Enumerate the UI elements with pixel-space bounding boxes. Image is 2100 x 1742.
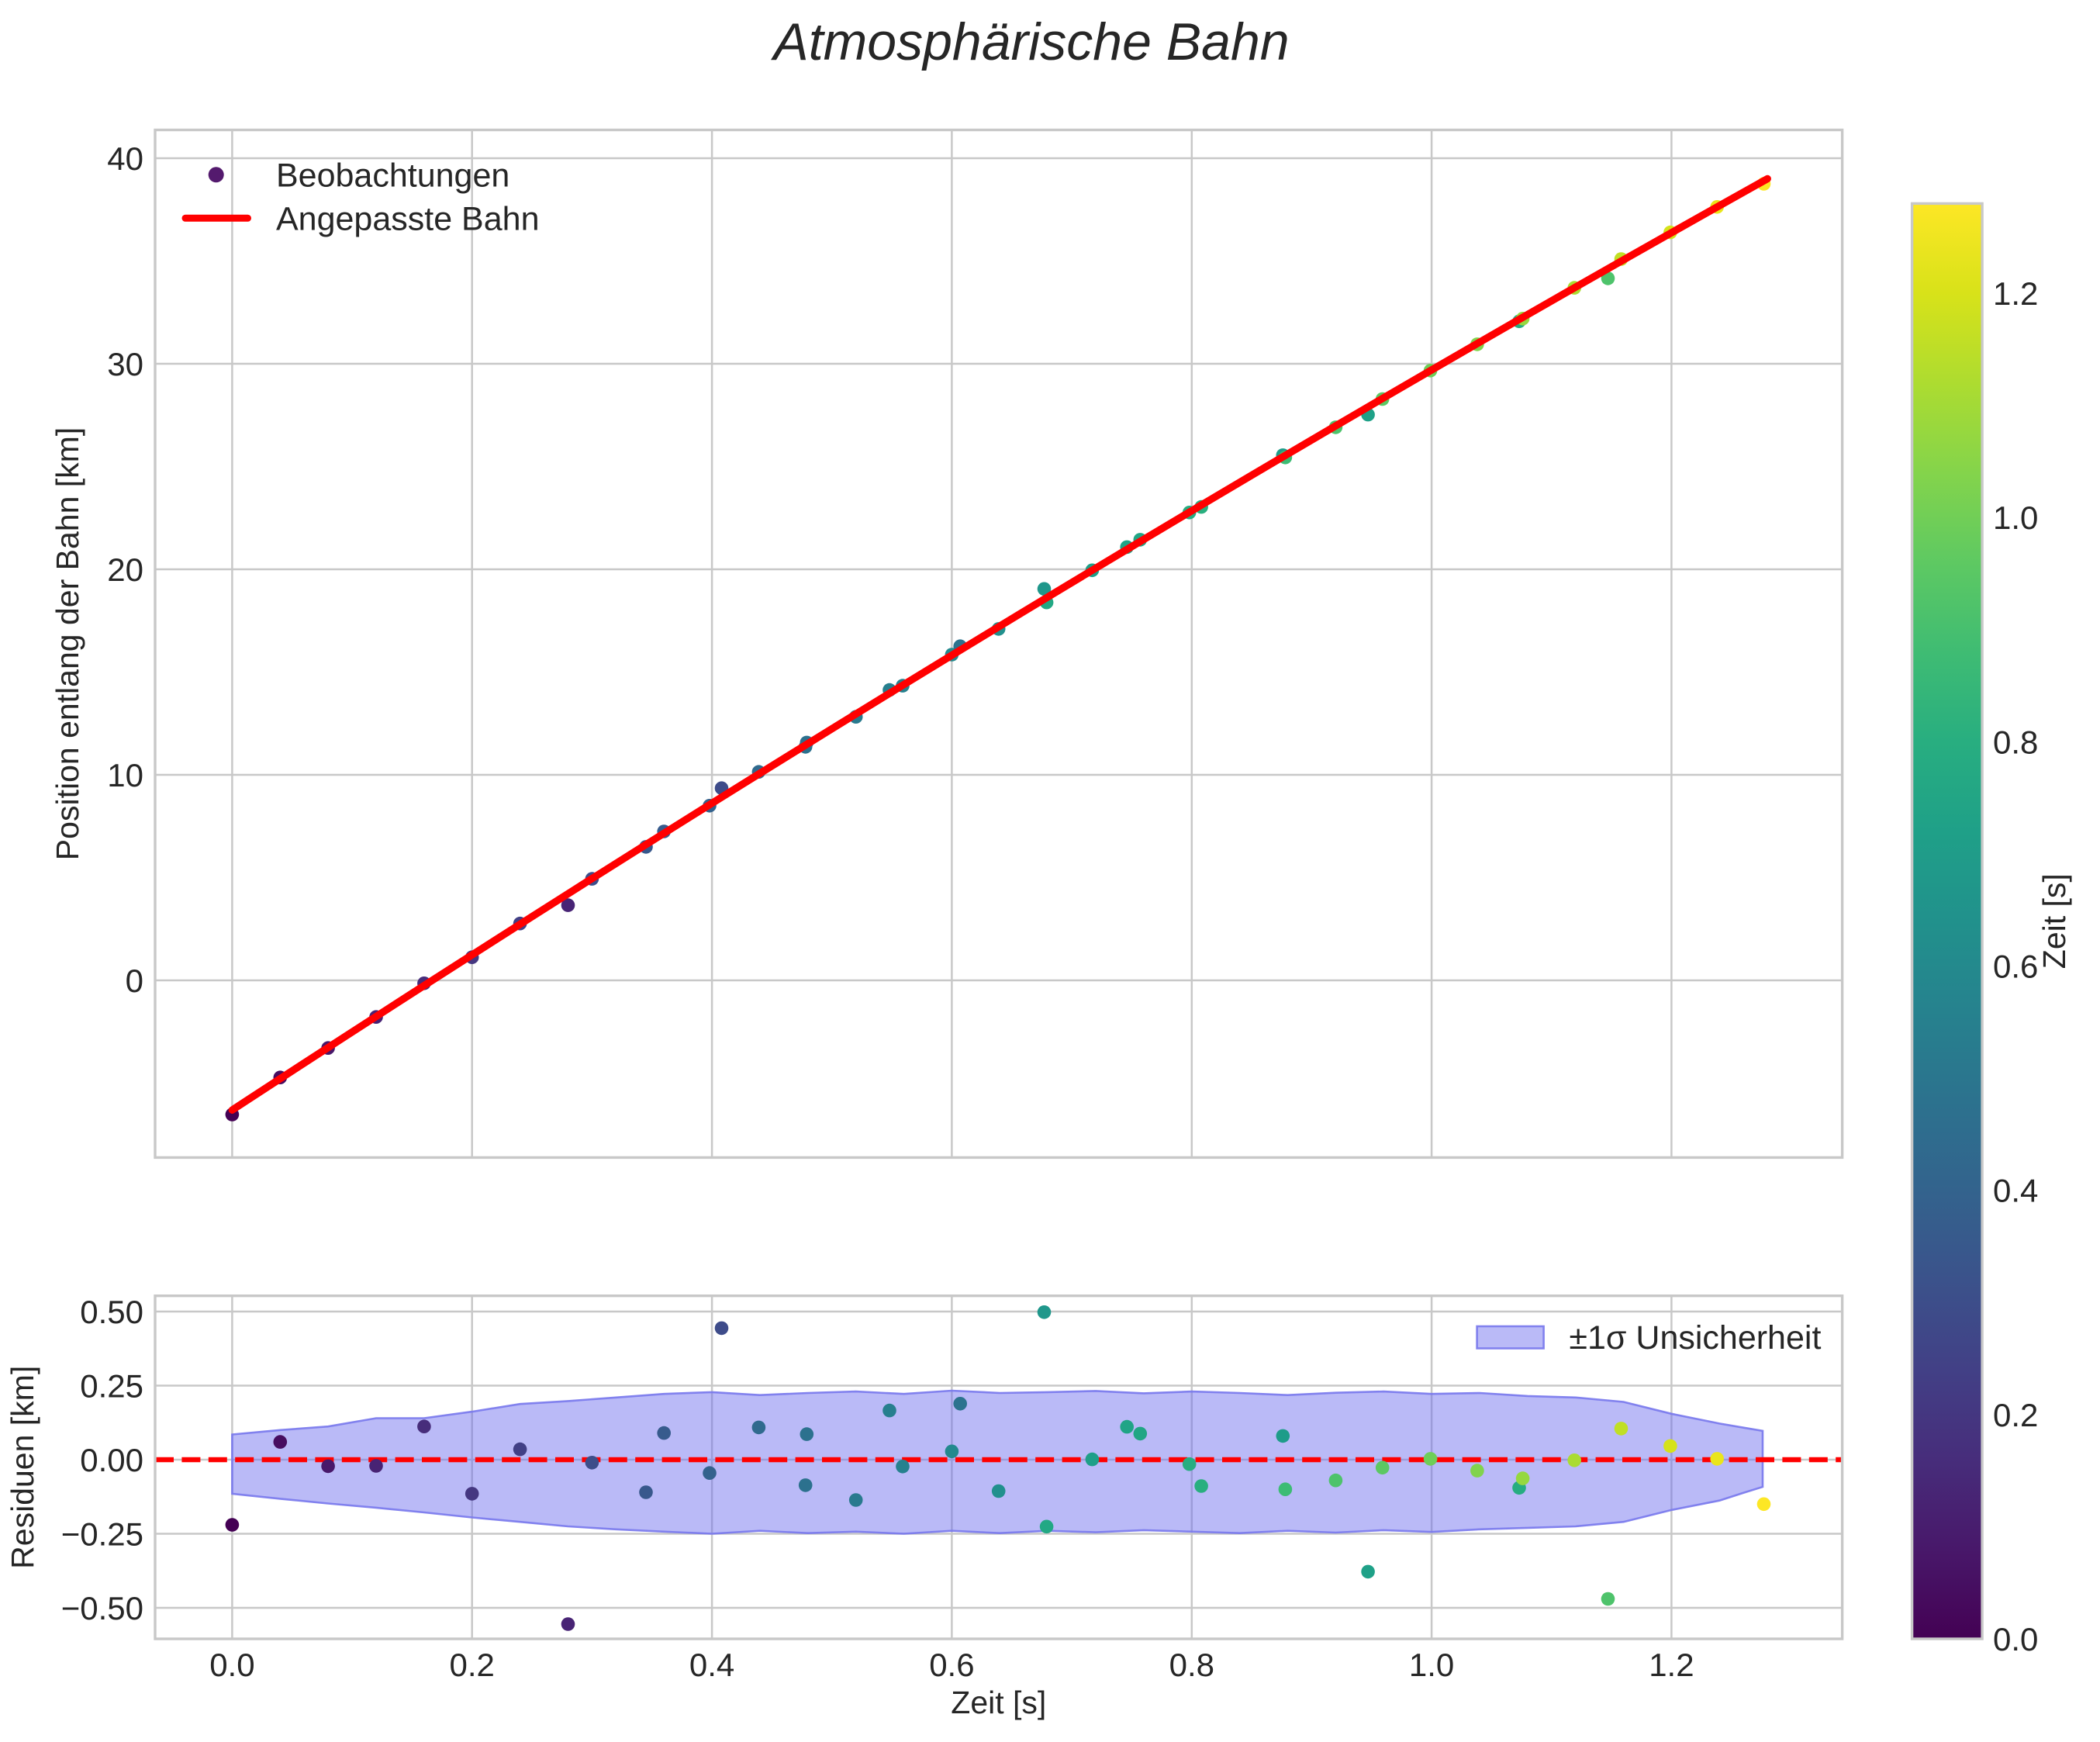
svg-text:Atmosphärische Bahn: Atmosphärische Bahn: [770, 12, 1289, 71]
svg-text:0.6: 0.6: [929, 1647, 974, 1683]
svg-text:0.2: 0.2: [1993, 1397, 2038, 1433]
svg-text:−0.25: −0.25: [61, 1516, 143, 1553]
svg-text:10: 10: [107, 757, 143, 793]
svg-text:0.2: 0.2: [450, 1647, 495, 1683]
svg-text:30: 30: [107, 346, 143, 382]
svg-text:1.0: 1.0: [1993, 499, 2038, 536]
svg-text:0: 0: [126, 963, 143, 999]
svg-text:20: 20: [107, 551, 143, 588]
svg-text:1.2: 1.2: [1993, 275, 2038, 312]
svg-text:−0.50: −0.50: [61, 1590, 143, 1626]
svg-text:0.25: 0.25: [80, 1368, 143, 1405]
svg-text:0.00: 0.00: [80, 1442, 143, 1478]
svg-text:0.50: 0.50: [80, 1294, 143, 1330]
svg-text:Position entlang der Bahn [km]: Position entlang der Bahn [km]: [50, 427, 85, 860]
svg-text:0.4: 0.4: [1993, 1173, 2038, 1209]
svg-text:0.8: 0.8: [1993, 724, 2038, 760]
svg-text:Zeit [s]: Zeit [s]: [2036, 873, 2072, 969]
svg-text:±1σ Unsicherheit: ±1σ Unsicherheit: [1569, 1319, 1821, 1357]
svg-text:Beobachtungen: Beobachtungen: [276, 157, 509, 194]
svg-text:Zeit [s]: Zeit [s]: [951, 1685, 1046, 1720]
svg-text:40: 40: [107, 140, 143, 177]
svg-text:0.4: 0.4: [689, 1647, 734, 1683]
svg-text:0.6: 0.6: [1993, 949, 2038, 985]
svg-text:0.0: 0.0: [1993, 1621, 2038, 1657]
svg-text:Angepasste Bahn: Angepasste Bahn: [276, 200, 540, 237]
svg-text:1.0: 1.0: [1409, 1647, 1454, 1683]
svg-text:0.0: 0.0: [209, 1647, 254, 1683]
svg-text:Residuen [km]: Residuen [km]: [5, 1366, 40, 1569]
svg-text:0.8: 0.8: [1169, 1647, 1214, 1683]
svg-text:1.2: 1.2: [1649, 1647, 1694, 1683]
